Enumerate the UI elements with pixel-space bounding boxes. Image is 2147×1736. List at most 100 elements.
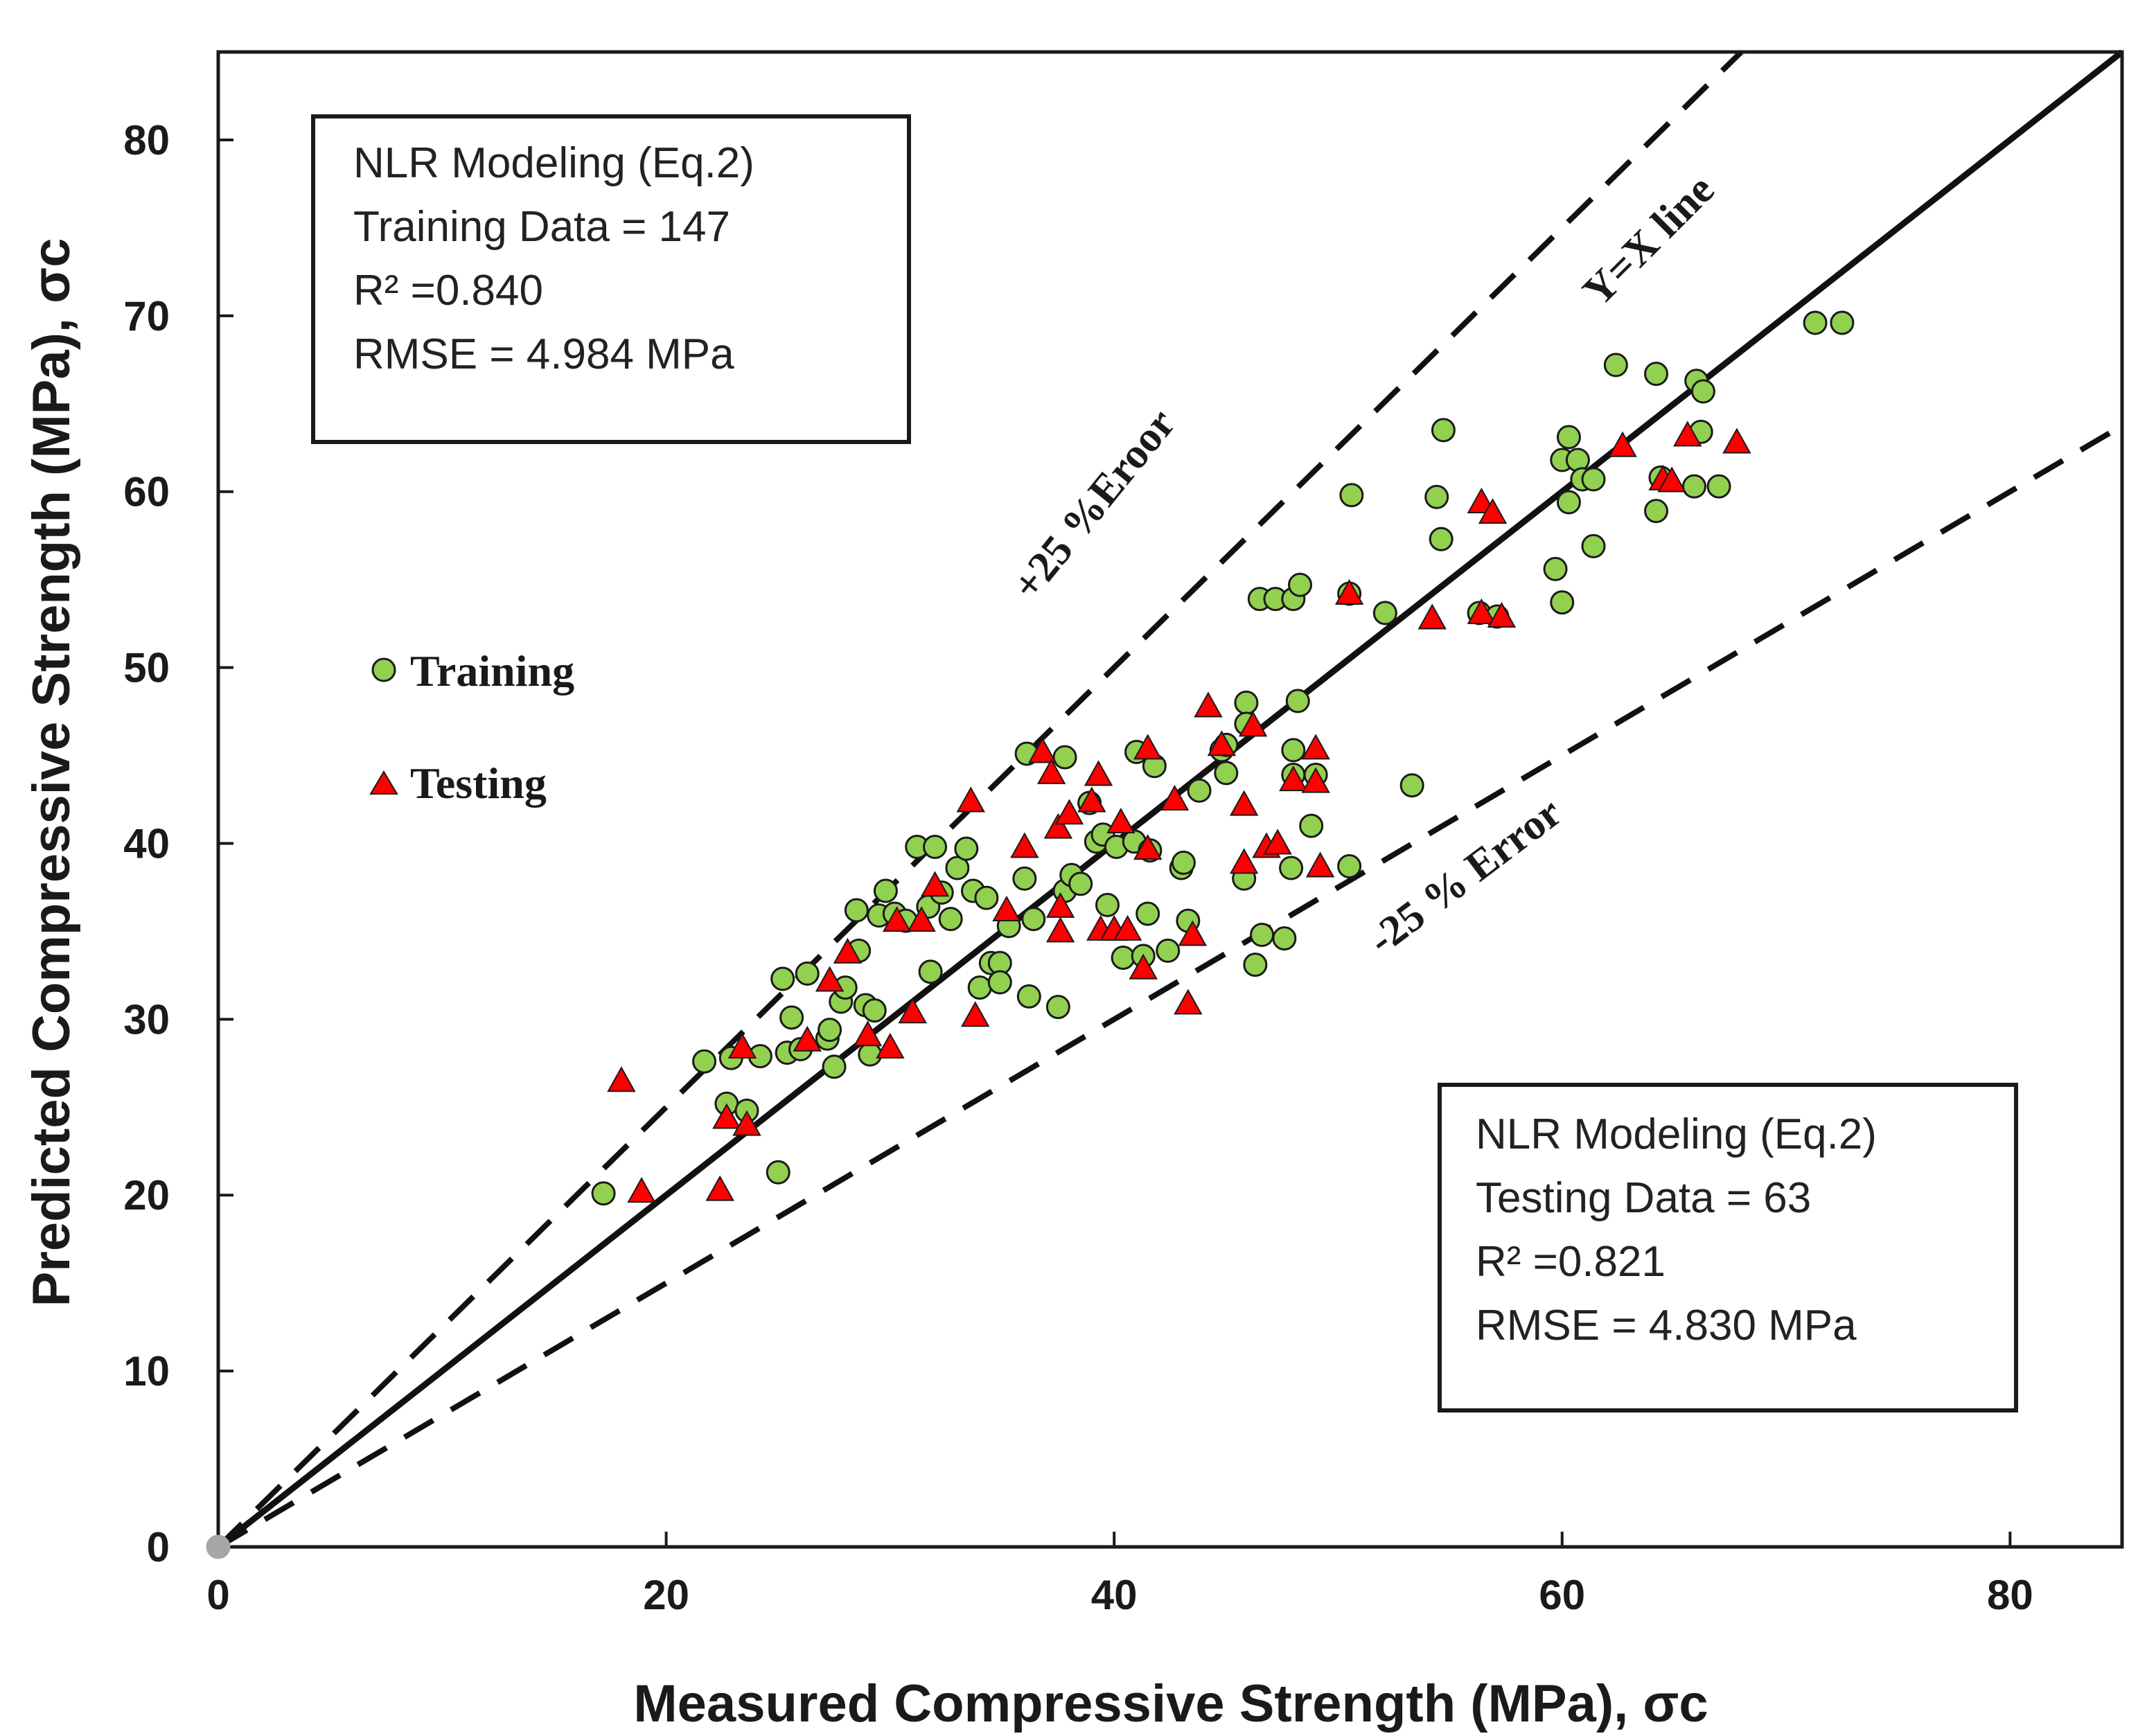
testing-point: [1238, 711, 1268, 737]
testing-stats-line: NLR Modeling (Eq.2): [1476, 1110, 1877, 1158]
training-point: [1803, 310, 1828, 335]
training-point: [1372, 601, 1397, 626]
training-stats-line: Training Data = 147: [353, 203, 730, 251]
training-stats-box: NLR Modeling (Eq.2) Training Data = 147 …: [311, 114, 911, 444]
testing-point: [1478, 498, 1508, 524]
testing-point: [1160, 784, 1190, 811]
testing-point: [1657, 466, 1686, 493]
testing-point: [1054, 799, 1084, 825]
testing-series: [607, 420, 1751, 1203]
training-point: [1272, 926, 1297, 951]
training-point: [1136, 901, 1160, 926]
y-axis-ticks: 0 10 20 30 40 50 60 70 80: [123, 117, 233, 1570]
training-point: [770, 966, 795, 991]
training-point: [1339, 483, 1364, 508]
training-point: [1285, 689, 1310, 714]
y-tick-label: 40: [123, 820, 170, 867]
testing-point: [907, 906, 936, 932]
testing-point: [1045, 892, 1075, 918]
legend-training-marker: [371, 657, 396, 682]
testing-point: [1045, 916, 1075, 943]
testing-point: [1301, 734, 1330, 760]
training-point: [1556, 490, 1581, 515]
x-axis-title: Measured Compressive Strength (MPa), σc: [633, 1674, 1708, 1733]
training-point: [1281, 738, 1306, 763]
training-point: [967, 975, 992, 1000]
training-point: [1187, 778, 1212, 803]
testing-stats-line: RMSE = 4.830 MPa: [1476, 1302, 1857, 1349]
minus-25-error-line: [216, 423, 2124, 1550]
testing-point: [1487, 601, 1517, 628]
y-tick-label: 0: [147, 1524, 170, 1570]
testing-point: [607, 1066, 636, 1092]
y-tick-label: 50: [123, 645, 170, 691]
training-point: [1429, 526, 1454, 551]
testing-point: [815, 966, 845, 992]
training-point: [1045, 995, 1070, 1020]
legend-testing-label: Testing: [410, 759, 547, 808]
training-point: [779, 1005, 804, 1030]
training-point: [1095, 892, 1120, 917]
training-point: [873, 878, 898, 903]
training-point: [844, 898, 869, 923]
testing-point: [1334, 578, 1364, 605]
training-point: [1581, 467, 1606, 492]
plus-25-error-line: [216, 50, 1744, 1549]
training-point: [918, 959, 943, 984]
testing-point: [1178, 920, 1208, 946]
training-point: [1171, 850, 1196, 875]
training-point: [1690, 379, 1715, 404]
x-tick-label: 80: [1987, 1572, 2033, 1618]
training-point: [1279, 856, 1304, 880]
training-point: [954, 836, 979, 861]
x-tick-label: 60: [1539, 1572, 1585, 1618]
training-point: [1234, 690, 1259, 715]
training-point: [1337, 853, 1362, 878]
training-point: [1111, 945, 1136, 970]
testing-stats-box: NLR Modeling (Eq.2) Testing Data = 63 R²…: [1438, 1083, 2018, 1412]
y-tick-label: 10: [123, 1348, 170, 1394]
plot-frame: [216, 50, 2124, 1549]
training-point: [1243, 953, 1268, 977]
testing-point: [1722, 427, 1751, 454]
testing-point: [1133, 834, 1163, 860]
testing-point: [1229, 848, 1259, 874]
training-point: [1288, 572, 1313, 597]
training-point: [1299, 813, 1324, 838]
testing-point: [1673, 420, 1702, 447]
training-point: [766, 1160, 790, 1185]
training-point: [1250, 922, 1275, 947]
testing-point: [1043, 813, 1073, 839]
testing-point: [793, 1025, 822, 1052]
testing-point: [876, 1032, 905, 1059]
testing-point: [1106, 807, 1136, 834]
x-tick-label: 40: [1091, 1572, 1138, 1618]
training-point: [1214, 761, 1239, 786]
training-point: [795, 961, 820, 986]
testing-point: [732, 1110, 761, 1136]
training-stats-line: R² =0.840: [353, 267, 543, 315]
testing-point: [956, 786, 985, 813]
y-tick-label: 80: [123, 117, 170, 163]
training-point: [938, 907, 963, 932]
x-tick-label: 0: [206, 1572, 229, 1618]
training-point: [1706, 474, 1731, 499]
testing-point: [705, 1175, 734, 1201]
training-point: [987, 970, 1012, 995]
testing-point: [1417, 603, 1447, 630]
training-point: [1581, 533, 1606, 558]
testing-point: [1010, 832, 1039, 858]
training-point: [818, 1018, 842, 1043]
testing-point: [1305, 851, 1335, 878]
training-point: [1550, 590, 1575, 615]
y-tick-label: 30: [123, 996, 170, 1043]
y-tick-label: 60: [123, 469, 170, 515]
legend: Training Testing: [369, 646, 574, 808]
testing-point: [1113, 914, 1142, 941]
training-point: [206, 1534, 231, 1559]
training-point: [862, 998, 887, 1023]
legend-testing-marker: [369, 770, 398, 795]
testing-point: [1174, 989, 1203, 1015]
x-tick-label: 20: [643, 1572, 689, 1618]
testing-point: [1077, 786, 1106, 813]
